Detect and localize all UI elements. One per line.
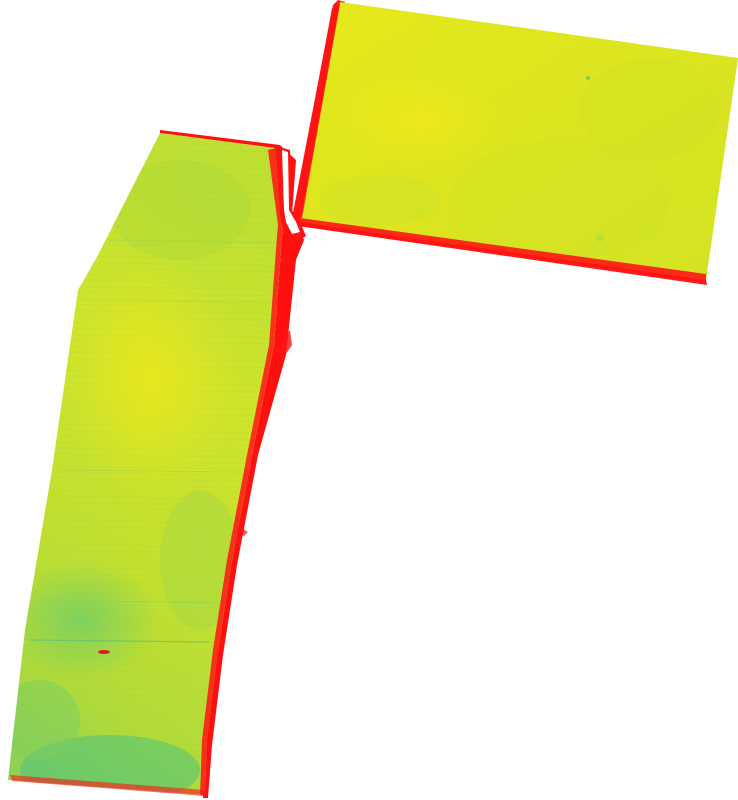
- field-north-east[interactable]: [292, 0, 738, 285]
- field-ne-variation: [320, 60, 720, 260]
- field-south-west[interactable]: [0, 120, 304, 800]
- field-connector: [236, 146, 306, 536]
- field-ne-left-edge: [294, 4, 340, 218]
- field-ne-bottom-edge: [298, 218, 706, 282]
- field-sw-variation: [8, 133, 283, 795]
- field-sw-bottom-edge: [10, 775, 205, 796]
